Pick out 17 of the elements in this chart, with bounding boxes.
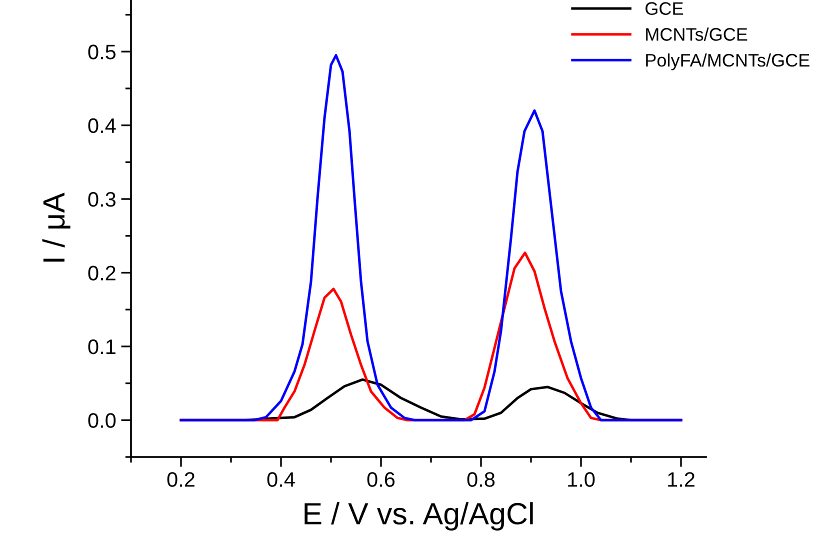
- x-tick-label: 0.6: [367, 472, 395, 487]
- y-tick-label: 0.1: [88, 339, 116, 354]
- y-tick-label: 0.3: [88, 192, 116, 207]
- y-axis-title: I / μA: [42, 192, 70, 262]
- legend-label: GCE: [646, 2, 683, 15]
- y-tick-label: 0.0: [88, 413, 116, 428]
- y-tick-label: 0.4: [88, 118, 116, 134]
- x-tick-label: 1.2: [668, 472, 694, 487]
- legend-label: MCNTs/GCE: [646, 28, 748, 41]
- x-tick-label: 0.8: [467, 472, 495, 487]
- x-tick-label: 0.4: [267, 472, 295, 487]
- y-tick-label: 0.5: [88, 44, 116, 60]
- x-axis-title: E / V vs. Ag/AgCl: [304, 502, 533, 531]
- y-tick-label: 0.2: [88, 266, 116, 280]
- x-tick-label: 0.2: [167, 472, 194, 487]
- x-tick-label: 1.0: [568, 472, 595, 487]
- legend-label: PolyFA/MCNTs/GCE: [646, 53, 810, 70]
